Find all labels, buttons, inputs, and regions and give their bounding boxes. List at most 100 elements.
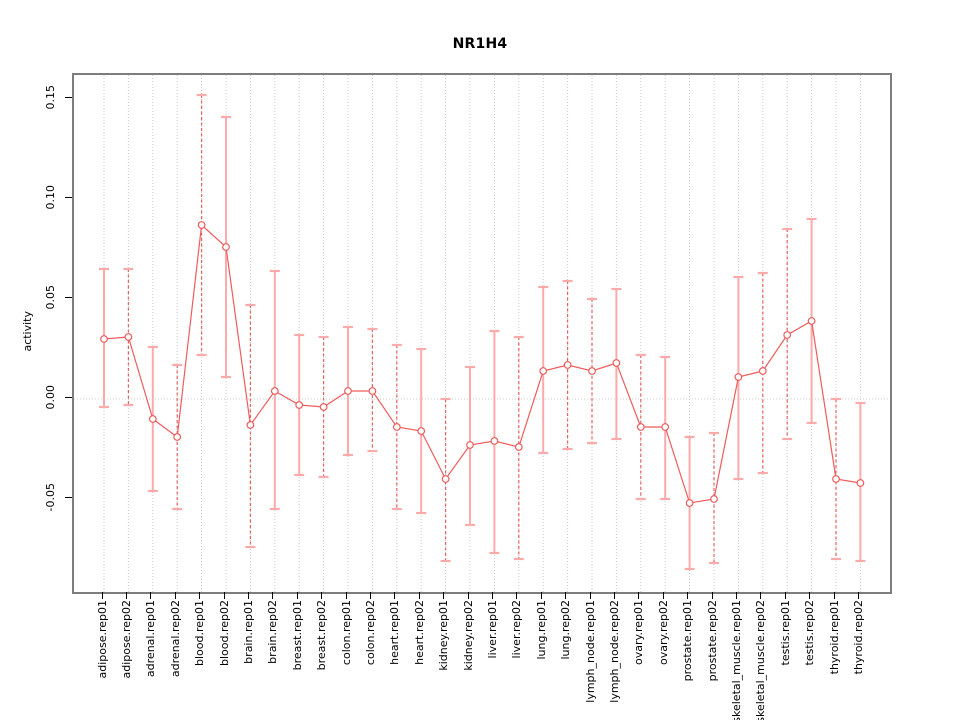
x-tick-label: prostate.rep02 (705, 600, 719, 682)
x-tick-mark (125, 592, 127, 599)
data-point-marker (173, 433, 182, 441)
x-tick-label: breast.rep02 (315, 600, 329, 671)
x-tick-mark (101, 592, 103, 599)
x-tick-mark (174, 592, 176, 599)
x-tick-label: lung.rep02 (559, 600, 573, 660)
x-tick-mark (296, 592, 298, 599)
x-tick-mark (467, 592, 469, 599)
data-point-marker (441, 475, 450, 483)
x-tick-label: brain.rep02 (266, 600, 280, 664)
y-tick-label: 0.00 (44, 384, 57, 410)
data-point-marker (319, 403, 328, 411)
y-tick-label: -0.05 (44, 483, 57, 512)
data-point-marker (124, 333, 133, 341)
x-tick-mark (199, 592, 201, 599)
data-point-marker (100, 335, 108, 343)
x-tick-mark (418, 592, 420, 599)
x-tick-mark (784, 592, 786, 599)
chart-canvas (74, 75, 890, 592)
data-point-marker (270, 387, 279, 395)
x-tick-label: kidney.rep02 (461, 600, 475, 671)
data-point-marker (197, 221, 206, 229)
data-point-marker (514, 443, 523, 451)
x-tick-mark (760, 592, 762, 599)
x-tick-mark (687, 592, 689, 599)
data-point-marker (856, 479, 865, 487)
x-tick-mark (223, 592, 225, 599)
x-tick-label: heart.rep02 (412, 600, 426, 665)
data-point-marker (588, 367, 596, 375)
x-tick-label: lymph_node.rep01 (583, 600, 597, 703)
y-tick-mark (65, 96, 72, 98)
x-tick-mark (711, 592, 713, 599)
x-tick-mark (589, 592, 591, 599)
x-tick-mark (735, 592, 737, 599)
data-point-marker (783, 331, 792, 339)
x-tick-label: liver.rep01 (485, 600, 499, 659)
x-tick-label: colon.rep01 (339, 600, 353, 666)
data-point-marker (344, 387, 352, 395)
x-tick-mark (540, 592, 542, 599)
x-tick-label: heart.rep01 (388, 600, 402, 665)
data-point-marker (490, 437, 499, 445)
x-tick-mark (272, 592, 274, 599)
x-tick-mark (638, 592, 640, 599)
x-tick-label: breast.rep01 (290, 600, 304, 671)
x-tick-mark (369, 592, 371, 599)
data-point-marker (612, 359, 621, 367)
y-tick-mark (65, 396, 72, 398)
x-tick-label: lymph_node.rep02 (607, 600, 621, 703)
x-tick-label: thyroid.rep01 (827, 600, 841, 675)
x-tick-mark (857, 592, 859, 599)
x-tick-mark (613, 592, 615, 599)
x-tick-mark (662, 592, 664, 599)
x-tick-label: skeletal_muscle.rep01 (729, 600, 743, 720)
data-point-marker (417, 427, 426, 435)
y-axis-label: activity (21, 311, 34, 352)
x-tick-mark (345, 592, 347, 599)
x-tick-label: adipose.rep02 (119, 600, 133, 679)
x-tick-mark (247, 592, 249, 599)
x-tick-label: testis.rep02 (803, 600, 817, 666)
data-point-marker (710, 495, 718, 503)
data-point-marker (368, 387, 377, 395)
data-point-marker (563, 361, 572, 369)
chart-title: NR1H4 (452, 36, 508, 52)
x-tick-label: ovary.rep02 (656, 600, 670, 665)
x-tick-label: adrenal.rep01 (144, 600, 158, 678)
x-tick-label: testis.rep01 (778, 600, 792, 666)
x-tick-label: adrenal.rep02 (168, 600, 182, 678)
activity-line (103, 223, 861, 504)
x-tick-label: blood.rep01 (193, 600, 207, 667)
x-tick-mark (809, 592, 811, 599)
x-tick-label: colon.rep02 (363, 600, 377, 666)
data-point-marker (222, 243, 230, 251)
x-tick-mark (150, 592, 152, 599)
data-point-marker (466, 441, 474, 449)
data-point-marker (685, 499, 694, 507)
y-tick-mark (65, 196, 72, 198)
data-point-marker (636, 423, 645, 431)
data-point-marker (734, 373, 743, 381)
y-tick-label: 0.15 (44, 84, 57, 110)
data-point-marker (807, 317, 816, 325)
x-tick-mark (321, 592, 323, 599)
data-point-marker (832, 475, 840, 483)
x-tick-mark (443, 592, 445, 599)
data-point-marker (295, 401, 304, 409)
data-point-marker (246, 421, 255, 429)
x-tick-label: kidney.rep01 (437, 600, 451, 671)
y-tick-label: 0.05 (44, 284, 57, 310)
data-point-marker (758, 367, 767, 375)
x-tick-label: brain.rep01 (241, 600, 255, 664)
x-tick-mark (516, 592, 518, 599)
x-tick-label: skeletal_muscle.rep02 (754, 600, 768, 720)
x-tick-label: adipose.rep01 (95, 600, 109, 679)
data-point-marker (392, 423, 401, 431)
x-tick-mark (833, 592, 835, 599)
x-tick-label: thyroid.rep02 (851, 600, 865, 675)
x-tick-mark (491, 592, 493, 599)
x-tick-mark (394, 592, 396, 599)
y-tick-label: 0.10 (44, 184, 57, 210)
